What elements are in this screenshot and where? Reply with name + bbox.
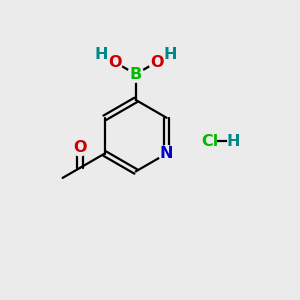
Text: O: O bbox=[108, 55, 122, 70]
Text: H: H bbox=[94, 47, 108, 62]
Text: N: N bbox=[160, 146, 173, 161]
Text: H: H bbox=[226, 134, 240, 149]
Circle shape bbox=[72, 140, 88, 156]
Circle shape bbox=[149, 54, 165, 70]
Text: O: O bbox=[73, 140, 87, 155]
Circle shape bbox=[106, 54, 123, 70]
Text: Cl: Cl bbox=[202, 134, 219, 149]
Text: H: H bbox=[164, 47, 177, 62]
Circle shape bbox=[159, 146, 175, 162]
Text: O: O bbox=[150, 55, 164, 70]
Circle shape bbox=[128, 66, 144, 82]
Text: B: B bbox=[130, 67, 142, 82]
